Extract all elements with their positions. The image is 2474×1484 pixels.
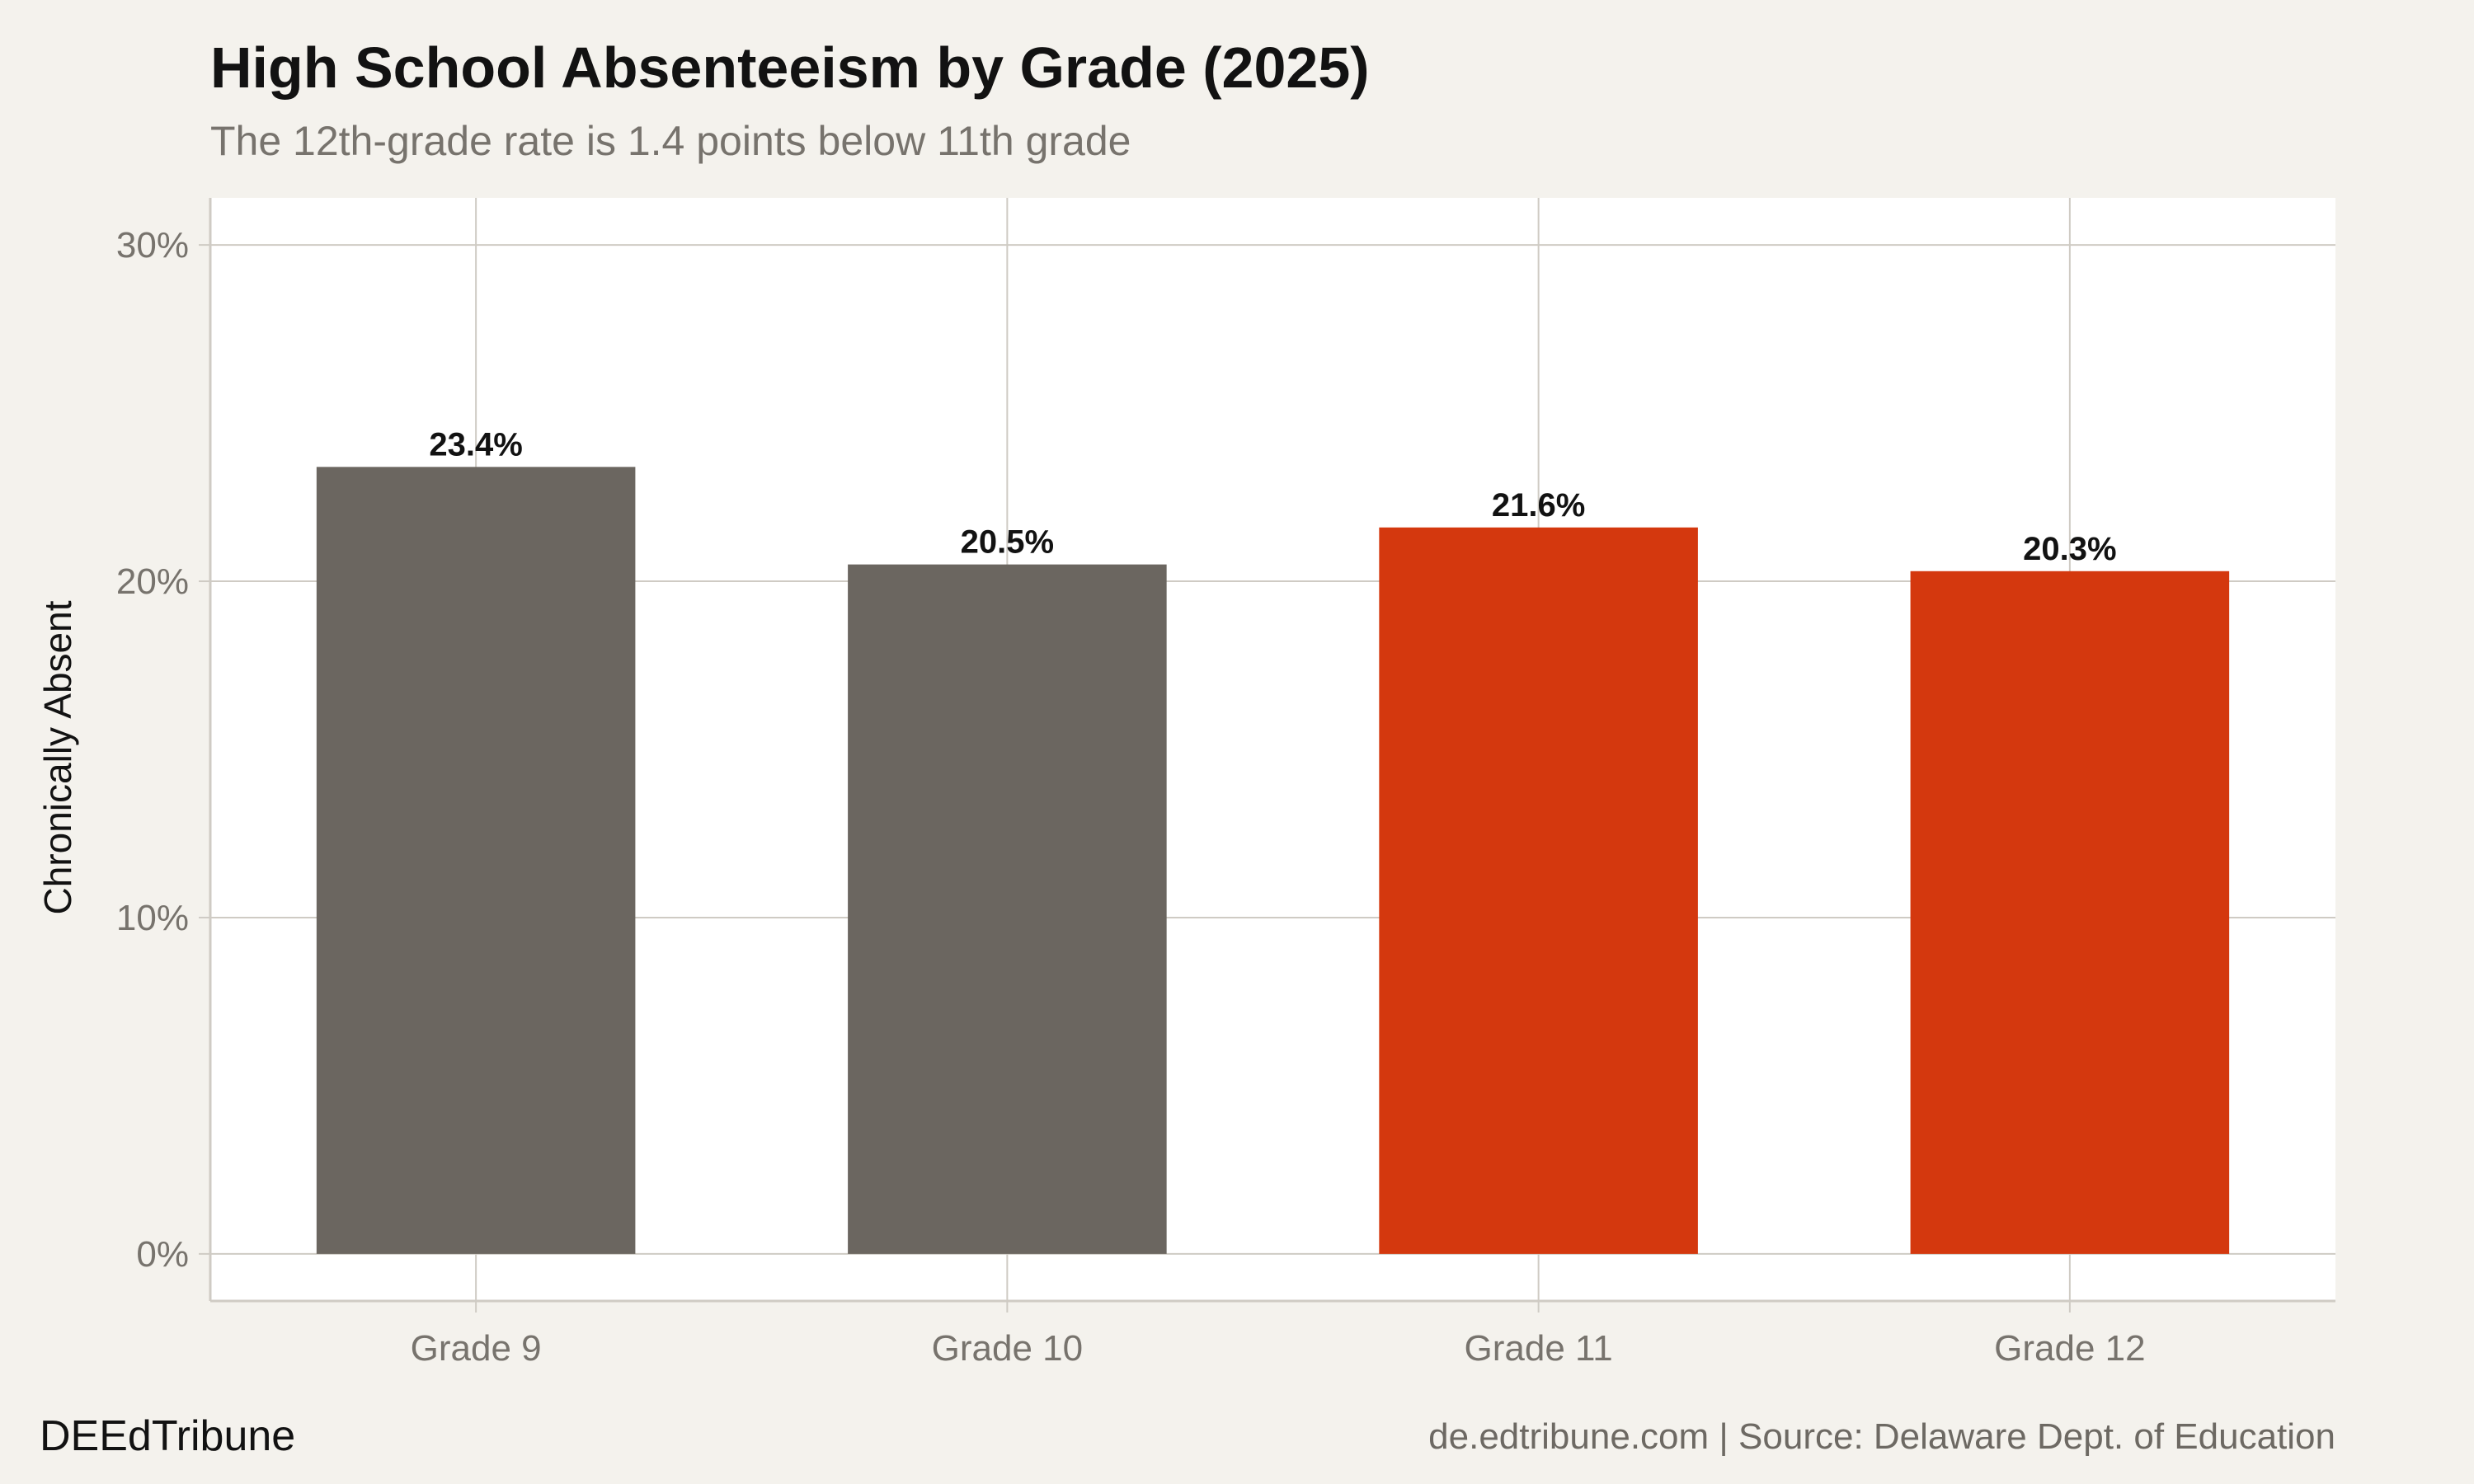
y-tick-label: 10%	[116, 898, 189, 938]
bar-grade-9	[316, 467, 636, 1254]
bar-value-label: 23.4%	[429, 426, 522, 463]
x-tick-label: Grade 12	[1994, 1328, 2145, 1369]
y-tick-label: 30%	[116, 225, 189, 265]
data-labels: 23.4% 20.5% 21.6% 20.3%	[429, 426, 2116, 566]
source-credit: de.edtribune.com | Source: Delaware Dept…	[1428, 1416, 2335, 1457]
y-tick-label: 20%	[116, 561, 189, 602]
bar-grade-10	[848, 564, 1167, 1254]
bar-grade-11	[1379, 527, 1698, 1254]
x-tick-label: Grade 10	[932, 1328, 1083, 1369]
bars	[316, 467, 2230, 1254]
bar-grade-12	[1910, 571, 2230, 1254]
x-tick-label: Grade 9	[411, 1328, 542, 1369]
y-tick-label: 0%	[136, 1234, 189, 1275]
bar-value-label: 21.6%	[1492, 487, 1585, 524]
y-axis-label: Chronically Absent	[36, 600, 79, 914]
chart-title: High School Absenteeism by Grade (2025)	[210, 35, 1370, 100]
bar-value-label: 20.5%	[961, 524, 1054, 561]
chart-subtitle: The 12th-grade rate is 1.4 points below …	[210, 118, 1131, 164]
bar-value-label: 20.3%	[2023, 531, 2116, 567]
axes: 0% 10% 20% 30% Grade 9 Grade 10 Grade 11 Grade …	[116, 198, 2335, 1369]
brand-logo-text: DEEdTribune	[40, 1412, 296, 1460]
x-tick-label: Grade 11	[1465, 1328, 1613, 1369]
